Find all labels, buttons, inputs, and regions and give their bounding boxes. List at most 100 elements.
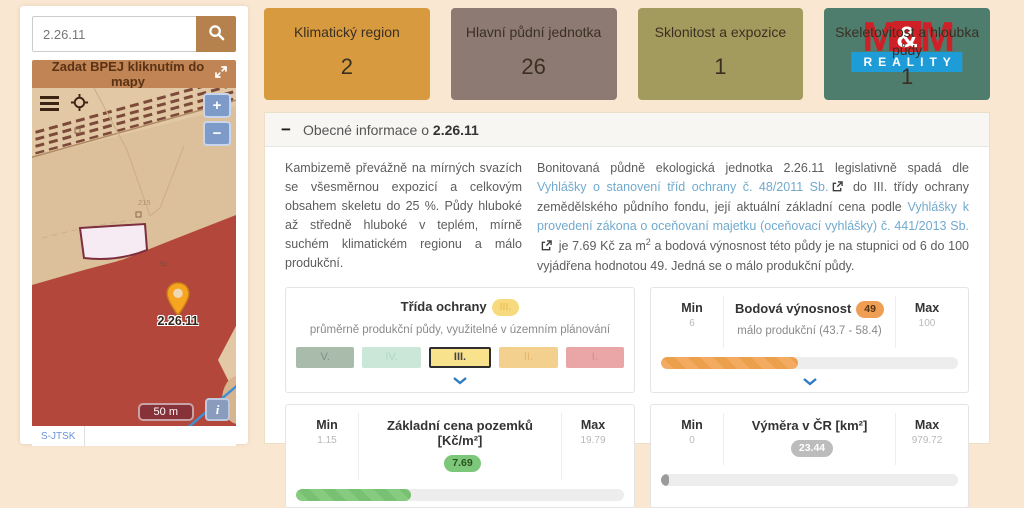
cena-badge-line: 7.69 (365, 454, 555, 472)
gauge-max: Max 979.72 (896, 413, 958, 446)
trida-ochrany-title-text: Třída ochrany (400, 299, 487, 315)
map-marker-icon (163, 281, 193, 322)
max-label: Max (580, 418, 606, 433)
card-label: Klimatický region (293, 24, 400, 40)
paragraph-legislation: Bonitovaná půdně ekologická jednotka 2.2… (537, 159, 969, 276)
zoom-out-button[interactable]: − (203, 121, 231, 146)
bpej-search (32, 16, 236, 52)
gauge-row-2: Min 1.15 Základní cena pozemků [Kč/m²] 7… (285, 404, 969, 508)
card-label: Sklonitost a expozice (654, 24, 787, 40)
trida-ochrany-badge: III. (491, 299, 520, 316)
gauge-row-1: Třída ochrany III. průměrně produkční půd… (285, 287, 969, 394)
vymera-value-badge: 23.44 (790, 440, 834, 457)
min-label: Min (681, 418, 703, 433)
paragraph-soil-description: Kambizemě převážně na mírných svazích se… (285, 159, 522, 276)
gauge-min: Min 6 (661, 296, 723, 329)
gauge-min: Min 1.15 (296, 413, 358, 446)
vymera-card: Min 0 Výměra v ČR [km²] 23.44 Max 979.72 (650, 404, 969, 508)
panel-body: Kambizemě převážně na mírných svazích se… (265, 147, 989, 508)
expand-details-chevron[interactable] (661, 377, 958, 386)
map-panel-title: Zadat BPEJ kliknutím do mapy (51, 59, 205, 89)
card-klimaticky-region: Klimatický region 2 (264, 8, 430, 100)
min-label: Min (681, 301, 703, 316)
class-i-block: I. (565, 346, 625, 368)
text-segment: a bodová výnosnost této půdy je na stupn… (537, 239, 969, 274)
logo-ampersand: & (893, 21, 921, 53)
panel-title-code: 2.26.11 (432, 121, 479, 138)
cena-progress-fill (296, 489, 411, 502)
vymera-badge-line: 23.44 (730, 439, 889, 457)
card-skeletovitost-hloubka: M & M REALITY Skeletovitost a hloubka pů… (824, 8, 990, 100)
search-input[interactable] (32, 16, 196, 52)
link-vyhlaska-48-2011[interactable]: Vyhlášky o stanovení tříd ochrany č. 48/… (537, 180, 829, 194)
gauge-center: Základní cena pozemků [Kč/m²] 7.69 (358, 413, 562, 481)
zakladni-cena-card: Min 1.15 Základní cena pozemků [Kč/m²] 7… (285, 404, 635, 508)
card-hlavni-pudni-jednotka: Hlavní půdní jednotka 26 (450, 8, 617, 100)
bodova-vynosnost-card: Min 6 Bodová výnosnost 49 málo produkční … (650, 287, 969, 394)
card-sklonitost-expozice: Sklonitost a expozice 1 (637, 8, 804, 100)
general-info-panel: − Obecné informace o 2.26.11 Kambizemě p… (264, 112, 990, 508)
logo-reality-banner: REALITY (851, 51, 963, 72)
trida-ochrany-subtitle: průměrně produkční půdy, využitelné v úz… (309, 323, 611, 336)
attribution-link[interactable]: S-JTSK (32, 426, 86, 446)
panel-title-prefix: Obecné informace o (302, 121, 433, 138)
max-label: Max (914, 418, 940, 433)
min-label: Min (316, 418, 338, 433)
zoom-in-button[interactable]: + (203, 93, 231, 118)
superscript: 2 (645, 237, 651, 247)
min-value: 6 (689, 318, 695, 330)
locate-icon[interactable] (70, 93, 89, 117)
mm-reality-logo: M & M REALITY (851, 16, 963, 72)
map-info-button[interactable]: i (205, 398, 230, 421)
map-marker-label: 2.26.11 (157, 314, 199, 328)
link-vyhlaska-441-2013[interactable]: Vyhlášky k provedení zákona o oceňovaní … (537, 200, 969, 233)
map-zoom-controls: + − (203, 93, 231, 149)
map-menu-icon[interactable] (40, 96, 59, 116)
trida-ochrany-card: Třída ochrany III. průměrně produkční půd… (285, 287, 635, 394)
gauge-columns: Min 6 Bodová výnosnost 49 málo produkční … (661, 296, 958, 349)
gauge-min: Min 0 (661, 413, 723, 446)
bodova-value-badge: 49 (856, 301, 884, 318)
map-parcel-label-2: 52 (160, 261, 168, 268)
expand-details-chevron[interactable] (296, 376, 624, 385)
soil-description-text: Kambizemě převážně na mírných svazích se… (285, 161, 522, 270)
map-scale-badge: 50 m (137, 403, 194, 421)
map-canvas[interactable]: 215 52 + − 2.26.11 50 m i (32, 88, 236, 426)
bodova-title-text: Bodová výnosnost (735, 301, 852, 317)
expand-icon[interactable] (215, 65, 227, 83)
bodova-progress-track (661, 357, 958, 370)
map-attribution-bar: S-JTSK (32, 426, 236, 446)
vymera-title: Výměra v ČR [km²] (751, 418, 868, 434)
panel-header: − Obecné informace o 2.26.11 (265, 113, 989, 147)
text-segment: je 7.69 Kč za m (555, 239, 646, 254)
search-icon (208, 24, 225, 44)
card-value: 26 (521, 54, 546, 80)
card-value: 1 (714, 54, 727, 80)
sidebar: Zadat BPEJ kliknutím do mapy 215 52 (20, 6, 248, 446)
collapse-icon[interactable]: − (281, 120, 291, 139)
vymera-progress-fill (661, 474, 669, 487)
gauge-columns: Min 1.15 Základní cena pozemků [Kč/m²] 7… (296, 413, 624, 481)
external-link-icon[interactable] (541, 240, 552, 254)
gauge-max: Max 100 (896, 296, 958, 329)
class-ii-block: II. (499, 346, 558, 368)
vymera-progress-track (661, 474, 958, 487)
card-value: 2 (340, 54, 353, 80)
min-value: 1.15 (317, 435, 337, 447)
bodova-progress-fill (661, 357, 798, 370)
max-label: Max (914, 301, 940, 316)
bodova-subtitle: málo produkční (43.7 - 58.4) (737, 324, 882, 337)
gauge-center: Bodová výnosnost 49 málo produkční (43.7 … (723, 296, 896, 349)
card-value: 1 (901, 64, 914, 90)
cena-value-badge: 7.69 (444, 455, 481, 472)
map-panel-header: Zadat BPEJ kliknutím do mapy (32, 59, 236, 89)
class-iv-block: IV. (362, 346, 421, 368)
summary-cards: Klimatický region 2 Hlavní půdní jednotk… (264, 8, 990, 100)
card-label: Skeletovitost a hloubka půdy (835, 24, 980, 59)
search-button[interactable] (196, 16, 236, 52)
external-link-icon[interactable] (832, 181, 844, 195)
text-segment: do III. třídy ochrany zemědělského půdní… (537, 180, 970, 214)
map-artwork: 215 52 (32, 88, 236, 426)
bodova-title: Bodová výnosnost 49 (730, 301, 889, 318)
description-paragraphs: Kambizemě převážně na mírných svazích se… (285, 159, 969, 276)
